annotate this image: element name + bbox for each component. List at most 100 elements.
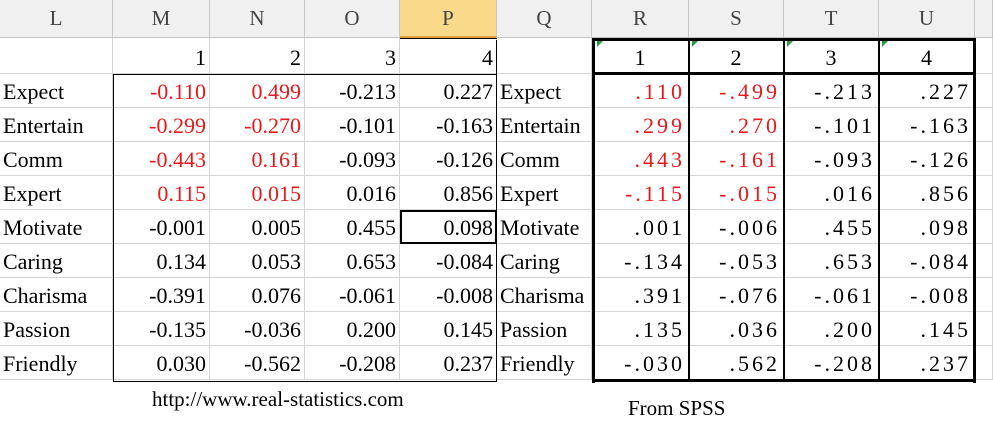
row-label: Motivate [497, 210, 592, 244]
border [400, 210, 497, 212]
value-cell: 0.856 [400, 176, 497, 210]
value-cell: -.015 [689, 176, 784, 210]
value-cell: -.006 [689, 210, 784, 244]
cell [975, 38, 993, 74]
value-cell: -0.101 [305, 108, 400, 142]
value-cell: .145 [879, 312, 975, 346]
value-cell: -.008 [879, 278, 975, 312]
row-label: Motivate [0, 210, 113, 244]
value-cell: -0.163 [400, 108, 497, 142]
value-cell: -.115 [592, 176, 689, 210]
value-cell: .135 [592, 312, 689, 346]
value-cell: -0.001 [113, 210, 210, 244]
value-cell: -0.008 [400, 278, 497, 312]
cell [975, 210, 993, 244]
value-cell: -.126 [879, 142, 975, 176]
column-header: P [400, 0, 497, 38]
column-number: 2 [210, 38, 305, 74]
value-cell: .227 [879, 74, 975, 108]
value-cell: -.076 [689, 278, 784, 312]
value-cell: 0.237 [400, 346, 497, 380]
row-label: Expect [0, 74, 113, 108]
column-header: Q [497, 0, 592, 38]
value-cell: 0.098 [400, 210, 497, 244]
row-label: Comm [0, 142, 113, 176]
row-label: Entertain [497, 108, 592, 142]
row-label: Entertain [0, 108, 113, 142]
value-cell: .299 [592, 108, 689, 142]
value-cell: 0.015 [210, 176, 305, 210]
value-cell: -.213 [784, 74, 879, 108]
value-cell: .200 [784, 312, 879, 346]
value-cell: .455 [784, 210, 879, 244]
value-cell: -0.036 [210, 312, 305, 346]
cell [975, 346, 993, 380]
value-cell: .237 [879, 346, 975, 380]
value-cell: .270 [689, 108, 784, 142]
row-label: Caring [497, 244, 592, 278]
value-cell: -.053 [689, 244, 784, 278]
value-cell: -0.093 [305, 142, 400, 176]
column-number: 1 [113, 38, 210, 74]
row-label: Comm [497, 142, 592, 176]
value-cell: .016 [784, 176, 879, 210]
value-cell: .856 [879, 176, 975, 210]
row-label: Charisma [0, 278, 113, 312]
value-cell: 0.161 [210, 142, 305, 176]
column-header: U [879, 0, 975, 38]
column-number: 1 [592, 38, 689, 74]
border [688, 38, 690, 382]
cell [975, 244, 993, 278]
value-cell: -0.110 [113, 74, 210, 108]
cell [497, 38, 592, 74]
row-label: Expert [0, 176, 113, 210]
column-number: 4 [879, 38, 975, 74]
border [400, 210, 402, 244]
cell [975, 176, 993, 210]
row-label: Charisma [497, 278, 592, 312]
column-header: N [210, 0, 305, 38]
value-cell: 0.076 [210, 278, 305, 312]
cell [975, 74, 993, 108]
value-cell: .001 [592, 210, 689, 244]
column-header: O [305, 0, 400, 38]
value-cell: .036 [689, 312, 784, 346]
value-cell: -0.061 [305, 278, 400, 312]
value-cell: 0.227 [400, 74, 497, 108]
column-number: 3 [784, 38, 879, 74]
value-cell: -0.208 [305, 346, 400, 380]
value-cell: -0.270 [210, 108, 305, 142]
value-cell: -.084 [879, 244, 975, 278]
border [783, 38, 785, 382]
url-note: http://www.real-statistics.com [152, 387, 404, 412]
border [973, 38, 976, 383]
column-number: 2 [689, 38, 784, 74]
cell [975, 312, 993, 346]
cell-marker [787, 41, 793, 47]
value-cell: -.101 [784, 108, 879, 142]
column-number: 4 [400, 38, 497, 74]
value-cell: .391 [592, 278, 689, 312]
value-cell: 0.653 [305, 244, 400, 278]
value-cell: -0.135 [113, 312, 210, 346]
value-cell: 0.455 [305, 210, 400, 244]
value-cell: -.208 [784, 346, 879, 380]
cell [975, 108, 993, 142]
value-cell: -0.084 [400, 244, 497, 278]
value-cell: -.061 [784, 278, 879, 312]
value-cell: -.163 [879, 108, 975, 142]
border [400, 38, 497, 39]
border [400, 242, 497, 244]
value-cell: -0.299 [113, 108, 210, 142]
value-cell: -.093 [784, 142, 879, 176]
value-cell: -.030 [592, 346, 689, 380]
row-label: Passion [497, 312, 592, 346]
source-note: From SPSS [628, 396, 726, 421]
border [495, 210, 497, 244]
border [113, 381, 497, 382]
value-cell: 0.053 [210, 244, 305, 278]
cell-marker [692, 41, 698, 47]
cell-marker [882, 41, 888, 47]
value-cell: 0.134 [113, 244, 210, 278]
